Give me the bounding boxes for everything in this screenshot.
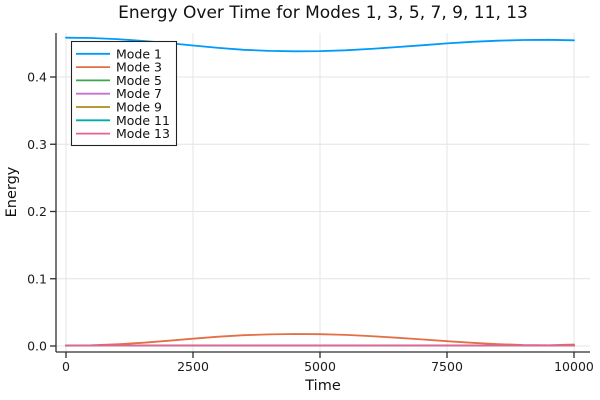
legend-label-mode-1: Mode 1 — [116, 46, 162, 61]
legend-label-mode-13: Mode 13 — [116, 126, 170, 141]
x-axis-label: Time — [304, 378, 341, 394]
series-line-mode-3 — [65, 333, 575, 347]
legend-label-mode-7: Mode 7 — [116, 86, 162, 101]
legend-label-mode-3: Mode 3 — [116, 60, 162, 75]
y-tick-label: 0.3 — [27, 137, 47, 152]
y-axis-label: Energy — [4, 166, 20, 217]
x-tick-label: 2500 — [177, 359, 209, 374]
series-lines — [65, 36, 575, 347]
x-tick-label: 10000 — [554, 359, 594, 374]
axis-spines — [55, 33, 590, 353]
y-tick-label: 0.2 — [27, 204, 47, 219]
y-tick-labels: 0.0 0.1 0.2 0.3 0.4 — [27, 70, 47, 354]
axis-tick-marks — [50, 76, 575, 358]
x-tick-label: 7500 — [431, 359, 463, 374]
x-tick-label: 0 — [62, 359, 70, 374]
legend-label-mode-9: Mode 9 — [116, 100, 162, 115]
chart-title: Energy Over Time for Modes 1, 3, 5, 7, 9… — [118, 3, 528, 23]
legend-label-mode-5: Mode 5 — [116, 73, 162, 88]
y-tick-label: 0.1 — [27, 271, 47, 286]
y-tick-label: 0.0 — [27, 339, 47, 354]
legend-label-mode-11: Mode 11 — [116, 113, 170, 128]
x-tick-labels: 0 2500 5000 7500 10000 — [62, 359, 594, 374]
y-tick-label: 0.4 — [27, 70, 47, 85]
x-tick-label: 5000 — [304, 359, 336, 374]
